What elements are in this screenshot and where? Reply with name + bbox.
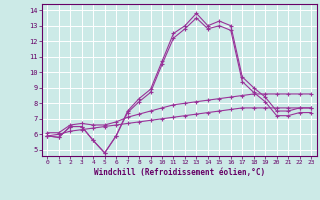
X-axis label: Windchill (Refroidissement éolien,°C): Windchill (Refroidissement éolien,°C) (94, 168, 265, 177)
